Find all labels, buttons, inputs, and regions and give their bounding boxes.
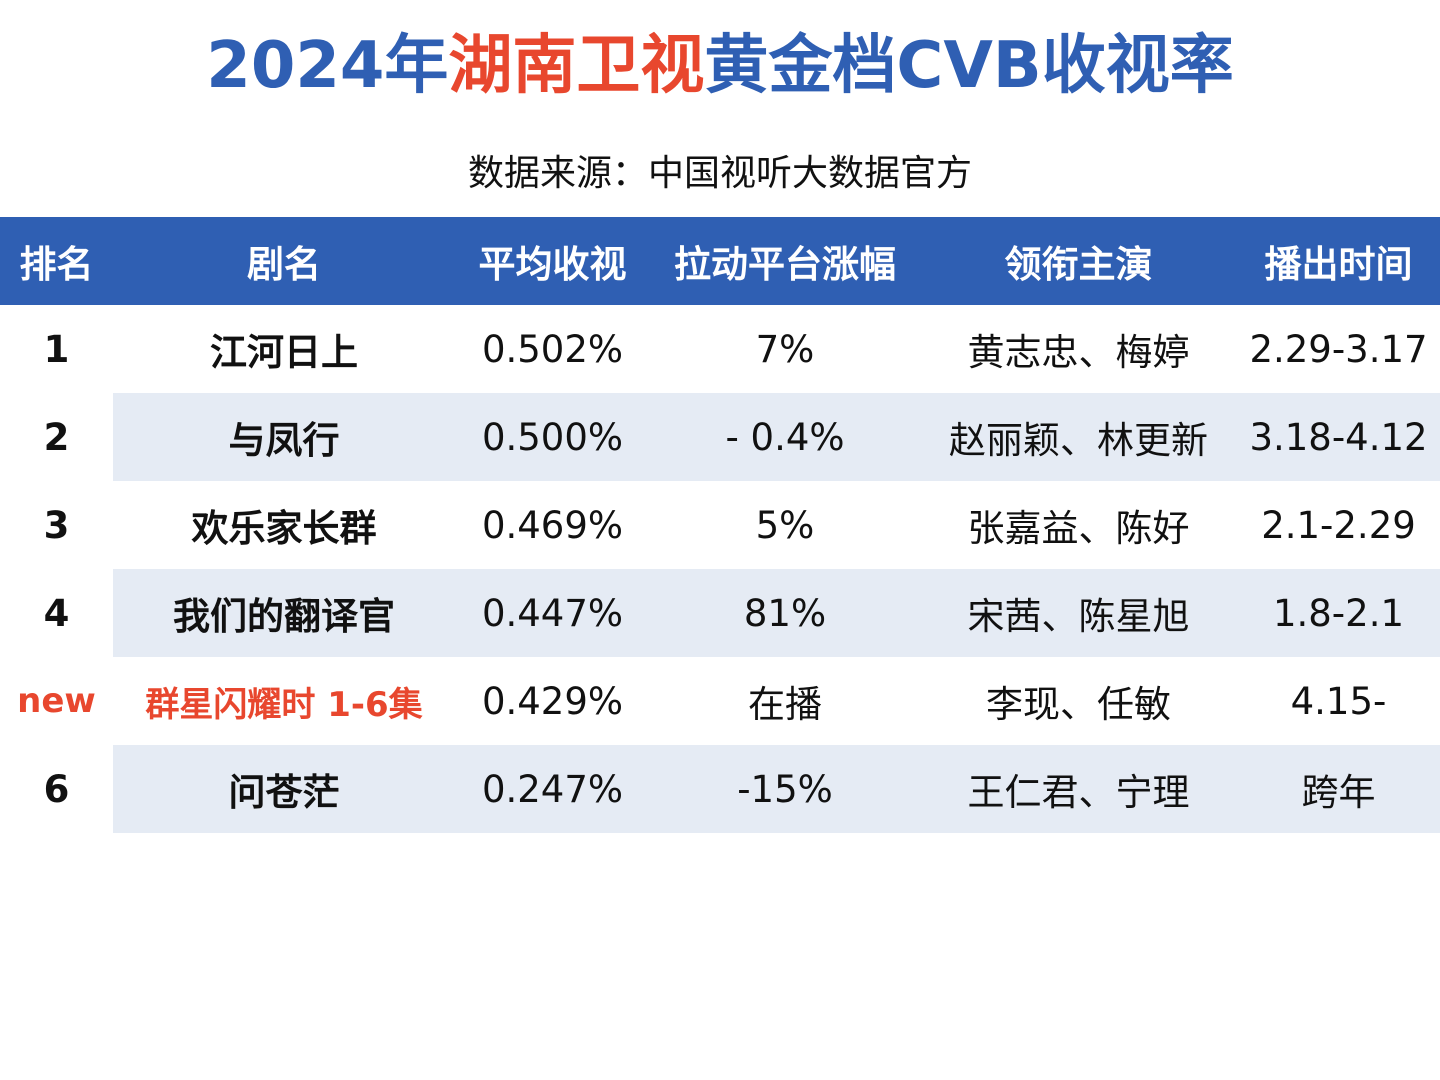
column-header: 拉动平台涨幅 — [650, 217, 920, 305]
table-cell: 1.8-2.1 — [1237, 569, 1440, 657]
table-cell: 0.502% — [481, 327, 624, 371]
table-cell: -15% — [650, 745, 920, 833]
title: 2024年湖南卫视黄金档CVB收视率 — [0, 22, 1440, 110]
table-cell: 李现、任敏 — [986, 683, 1171, 726]
table-cell: 江河日上 — [210, 331, 358, 374]
table-row: 2 与凤行 0.500% - 0.4% 赵丽颖、林更新 3.18-4.12 — [0, 393, 1440, 481]
table-cell: 2.29-3.17 — [1249, 327, 1428, 371]
table-cell: 问苍茫 — [113, 745, 455, 833]
table-cell: 我们的翻译官 — [113, 569, 455, 657]
ratings-table: 排名 剧名 平均收视 拉动平台涨幅 领衔主演 播出时间 1 江河日上 0.502% 7% 黄志忠、… — [0, 217, 1440, 833]
table-cell: 在播 — [748, 683, 822, 726]
table-row: 4 我们的翻译官 0.447% 81% 宋茜、陈星旭 1.8-2.1 — [0, 569, 1440, 657]
table-cell: 2.1-2.29 — [1261, 503, 1416, 547]
subtitle: 数据来源：中国视听大数据官方 — [467, 153, 972, 194]
table-cell: 张嘉益、陈好 — [967, 507, 1190, 550]
column-header: 剧名 — [113, 217, 455, 305]
table-cell: 欢乐家长群 — [191, 507, 377, 550]
table-cell: 群星闪耀时 1-6集 — [145, 684, 423, 725]
table-cell: new — [17, 681, 96, 721]
table-cell: 赵丽颖、林更新 — [920, 393, 1237, 481]
table-cell: 4.15- — [1290, 679, 1387, 723]
table-cell: 王仁君、宁理 — [920, 745, 1237, 833]
column-header: 领衔主演 — [920, 217, 1237, 305]
table-row: 3 欢乐家长群 0.469% 5% 张嘉益、陈好 2.1-2.29 — [0, 481, 1440, 569]
table-cell: 6 — [43, 767, 70, 811]
table-cell: 81% — [650, 569, 920, 657]
header-row: 排名 剧名 平均收视 拉动平台涨幅 领衔主演 播出时间 — [0, 217, 1440, 305]
table-cell: 2 — [43, 415, 70, 459]
table-cell: 0.429% — [481, 679, 624, 723]
table-cell: 0.500% — [455, 393, 650, 481]
table-cell: 跨年 — [1237, 745, 1440, 833]
table-cell: 5% — [755, 503, 815, 547]
table-cell: 1 — [43, 327, 70, 371]
column-header: 平均收视 — [455, 217, 650, 305]
table-cell: 0.469% — [481, 503, 624, 547]
title-part: 湖南卫视 — [448, 29, 705, 103]
table-cell: - 0.4% — [650, 393, 920, 481]
table-cell: 7% — [755, 327, 815, 371]
table-cell: 0.247% — [455, 745, 650, 833]
title-part: 2024年 — [206, 29, 449, 103]
table-row: new 群星闪耀时 1-6集 0.429% 在播 李现、任敏 4.15- — [0, 657, 1440, 745]
table-cell: 宋茜、陈星旭 — [920, 569, 1237, 657]
table-cell: 4 — [43, 591, 70, 635]
table-cell: 与凤行 — [113, 393, 455, 481]
column-header: 播出时间 — [1237, 217, 1440, 305]
table-cell: 3.18-4.12 — [1237, 393, 1440, 481]
table-cell: 0.447% — [455, 569, 650, 657]
table-row: 6 问苍茫 0.247% -15% 王仁君、宁理 跨年 — [0, 745, 1440, 833]
title-part: 黄金档CVB收视率 — [704, 29, 1234, 103]
table-cell: 黄志忠、梅婷 — [967, 331, 1190, 374]
column-header: 排名 — [0, 217, 113, 305]
table-cell: 3 — [43, 503, 70, 547]
table-row: 1 江河日上 0.502% 7% 黄志忠、梅婷 2.29-3.17 — [0, 305, 1440, 393]
